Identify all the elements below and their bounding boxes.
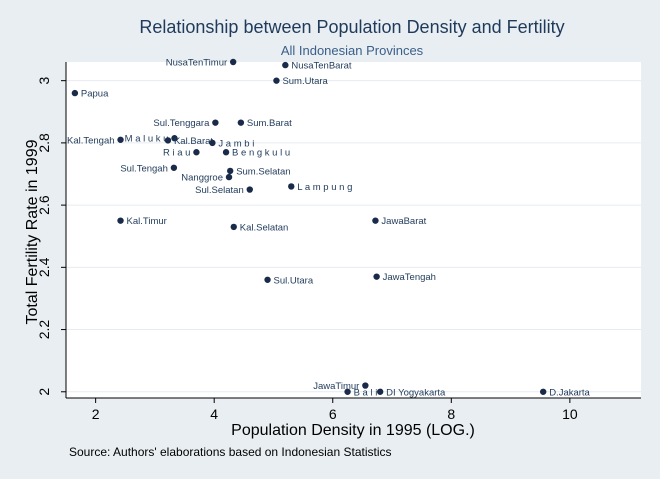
y-tick-label: 2.6 xyxy=(36,195,52,215)
chart-subtitle: All Indonesian Provinces xyxy=(281,43,424,58)
y-axis-title: Total Fertility Rate in 1999 xyxy=(24,139,41,324)
axes: 2 2.2 2.4 2.6 2.8 3 2 4 6 8 10 xyxy=(36,62,641,422)
y-tick-label: 2 xyxy=(36,388,52,396)
data-point xyxy=(117,217,124,224)
point-label: JawaBarat xyxy=(381,216,426,227)
x-tick-label: 2 xyxy=(92,406,100,422)
point-label: Kal.Tengah xyxy=(67,135,115,146)
data-point xyxy=(344,388,351,395)
data-point xyxy=(237,119,245,126)
x-tick-label: 10 xyxy=(562,406,578,422)
data-point xyxy=(373,273,380,280)
point-label: J a m b i xyxy=(218,138,254,149)
data-point xyxy=(282,61,289,69)
data-point xyxy=(222,149,230,156)
data-point xyxy=(170,164,178,171)
data-point xyxy=(229,58,237,66)
point-label: Sum.Selatan xyxy=(236,166,290,177)
point-label: Papua xyxy=(81,89,109,100)
data-point xyxy=(209,139,216,147)
point-label: Nanggroe xyxy=(181,173,223,184)
data-point xyxy=(288,183,295,190)
data-point xyxy=(230,223,237,231)
point-label: Sul.Tenggara xyxy=(153,118,210,129)
point-label: B e n g k u l u xyxy=(232,148,290,159)
data-point xyxy=(539,388,547,395)
point-label: JawaTengah xyxy=(383,272,436,283)
data-point xyxy=(212,119,219,126)
y-tick-label: 2.8 xyxy=(36,133,52,153)
point-label: Sul.Tengah xyxy=(120,163,168,174)
point-label: B a l i xyxy=(354,387,378,398)
x-tick-label: 6 xyxy=(329,406,337,422)
x-tick-label: 4 xyxy=(210,406,218,422)
data-point xyxy=(225,173,233,181)
point-label: R i a u xyxy=(163,148,190,159)
data-point xyxy=(171,135,178,142)
data-point xyxy=(246,186,253,193)
data-point xyxy=(362,382,369,389)
point-label: D.Jakarta xyxy=(549,387,590,398)
data-points: NusaTenTimur NusaTenBarat Sum.Utara Papua Su… xyxy=(67,58,591,399)
y-tick-label: 2.2 xyxy=(36,320,52,340)
point-label: JawaTimur xyxy=(313,381,359,392)
x-tick-label: 8 xyxy=(447,406,455,422)
point-label: Sum.Barat xyxy=(247,118,292,129)
data-point xyxy=(376,388,384,395)
data-point xyxy=(193,149,200,156)
data-point xyxy=(227,167,234,175)
point-label: M a l u k u xyxy=(125,134,169,145)
source-note: Source: Authors' elaborations based on I… xyxy=(69,445,392,459)
data-point xyxy=(273,77,280,84)
x-axis-title: Population Density in 1995 (LOG.) xyxy=(231,422,475,439)
data-point xyxy=(264,276,271,283)
data-point xyxy=(164,137,172,144)
gridlines xyxy=(66,80,641,393)
chart-title: Relationship between Population Density … xyxy=(139,17,564,37)
data-point xyxy=(372,217,379,224)
point-label: Sul.Selatan xyxy=(195,185,244,196)
point-label: L a m p u n g xyxy=(297,182,352,193)
point-label: Kal.Selatan xyxy=(240,222,289,233)
data-point xyxy=(71,89,79,97)
point-label: Kal.Barat xyxy=(174,136,213,147)
point-label: Kal.Timur xyxy=(127,216,167,227)
point-label: DI Yogyakarta xyxy=(386,387,446,398)
y-tick-label: 2.4 xyxy=(36,257,52,277)
point-label: Sul.Utara xyxy=(274,275,314,286)
data-point xyxy=(117,136,124,143)
point-label: Sum.Utara xyxy=(282,76,328,87)
plot-area xyxy=(66,62,641,398)
point-label: NusaTenTimur xyxy=(166,58,227,69)
point-label: NusaTenBarat xyxy=(291,61,352,72)
y-tick-label: 3 xyxy=(36,77,52,85)
